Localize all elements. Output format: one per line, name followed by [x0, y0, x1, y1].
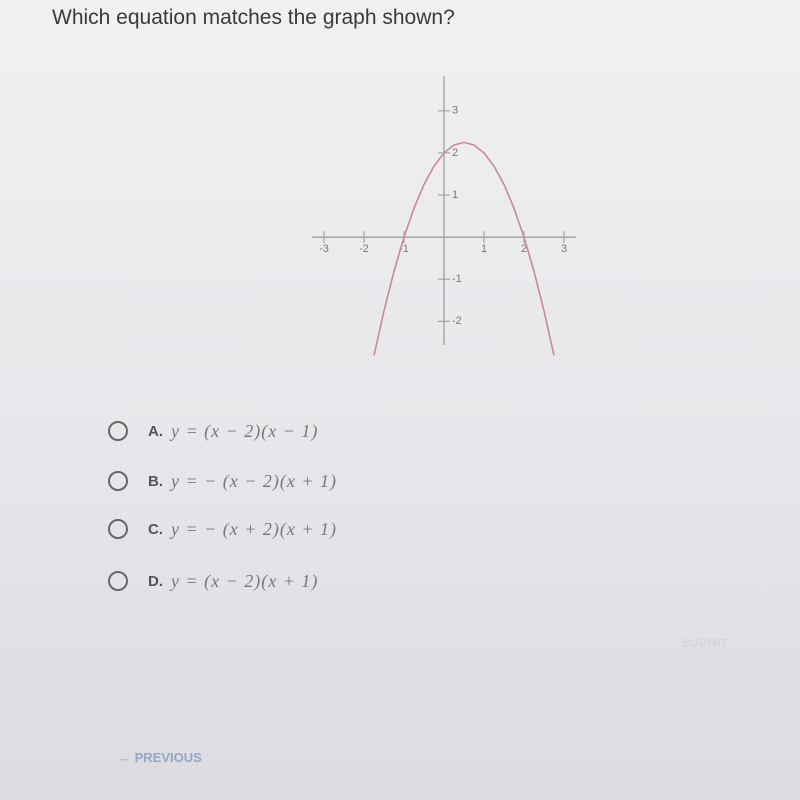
y-tick-label: 2: [452, 147, 458, 159]
option[interactable]: A. y = (x − 2)(x − 1): [108, 418, 318, 444]
parabola: [373, 141, 555, 356]
x-tick-label: -2: [359, 243, 369, 255]
option-equation: y = − (x − 2)(x + 1): [171, 470, 338, 491]
x-tick-label: 3: [561, 243, 567, 255]
y-tick-label: 3: [452, 105, 458, 117]
option-letter: D.: [148, 572, 163, 590]
submit-button[interactable]: SUBMIT: [682, 636, 728, 650]
option-letter: A.: [148, 422, 163, 440]
radio-button[interactable]: [108, 519, 128, 539]
option-equation: y = − (x + 2)(x + 1): [171, 518, 338, 539]
previous-label: PREVIOUS: [134, 750, 202, 765]
y-tick-label: 1: [452, 189, 458, 201]
option[interactable]: B. y = − (x − 2)(x + 1): [108, 468, 337, 494]
option-equation: y = (x − 2)(x + 1): [171, 570, 319, 591]
option-equation: y = (x − 2)(x − 1): [171, 420, 319, 441]
radio-button[interactable]: [108, 471, 128, 491]
radio-button[interactable]: [108, 571, 128, 591]
option-letter: C.: [148, 520, 163, 538]
x-tick-label: -3: [319, 243, 329, 255]
y-tick-label: -1: [452, 273, 462, 285]
y-tick-label: -2: [452, 315, 462, 327]
x-tick-label: 1: [481, 243, 487, 255]
previous-button[interactable]: ← PREVIOUS: [118, 750, 202, 765]
x-tick-label: 2: [521, 243, 527, 255]
radio-button[interactable]: [108, 421, 128, 441]
option[interactable]: C. y = − (x + 2)(x + 1): [108, 516, 337, 542]
question-text: Which equation matches the graph shown?: [52, 6, 455, 29]
option[interactable]: D. y = (x − 2)(x + 1): [108, 568, 318, 594]
x-tick-label: -1: [399, 243, 409, 255]
option-letter: B.: [148, 472, 163, 490]
